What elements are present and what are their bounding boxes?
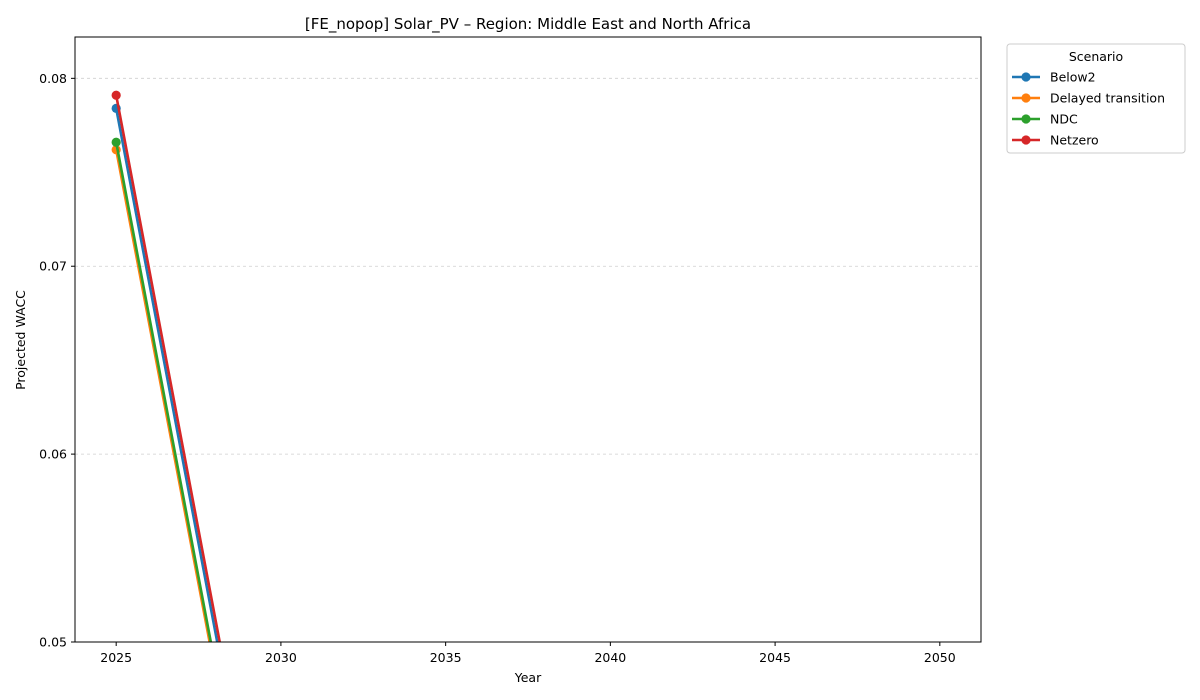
- x-tick-label: 2045: [759, 650, 791, 665]
- legend-swatch-marker: [1021, 135, 1030, 144]
- legend-swatch-marker: [1021, 114, 1030, 123]
- x-tick-label: 2040: [594, 650, 626, 665]
- x-tick-label: 2025: [100, 650, 132, 665]
- legend-title: Scenario: [1069, 49, 1123, 64]
- y-axis-label: Projected WACC: [13, 290, 28, 390]
- y-tick-label: 0.06: [39, 447, 67, 462]
- legend-label: NDC: [1050, 112, 1078, 127]
- gridlines: [75, 78, 981, 454]
- x-tick-label: 2035: [430, 650, 462, 665]
- legend-swatch-marker: [1021, 72, 1030, 81]
- x-tick-label: 2030: [265, 650, 297, 665]
- data-point-netzero: [112, 91, 121, 100]
- legend: Scenario Below2 Delayed transition NDC Netz…: [1007, 44, 1185, 153]
- data-point-ndc: [112, 138, 121, 147]
- y-tick-label: 0.05: [39, 635, 67, 650]
- series-group: [112, 91, 286, 700]
- x-axis-label: Year: [514, 670, 542, 685]
- series-line-below2: [116, 108, 281, 700]
- legend-label: Netzero: [1050, 133, 1099, 148]
- series-line-netzero: [116, 95, 281, 700]
- y-tick-label: 0.08: [39, 71, 67, 86]
- legend-label: Delayed transition: [1050, 91, 1165, 106]
- chart-title: [FE_nopop] Solar_PV – Region: Middle Eas…: [305, 15, 751, 34]
- legend-swatch-marker: [1021, 93, 1030, 102]
- x-axis-ticks: 2025 2030 2035 2040 2045 2050: [100, 642, 955, 665]
- plot-frame: [75, 37, 981, 642]
- x-tick-label: 2050: [924, 650, 956, 665]
- legend-label: Below2: [1050, 70, 1096, 85]
- y-tick-label: 0.07: [39, 259, 67, 274]
- y-axis-ticks: 0.05 0.06 0.07 0.08: [39, 71, 75, 650]
